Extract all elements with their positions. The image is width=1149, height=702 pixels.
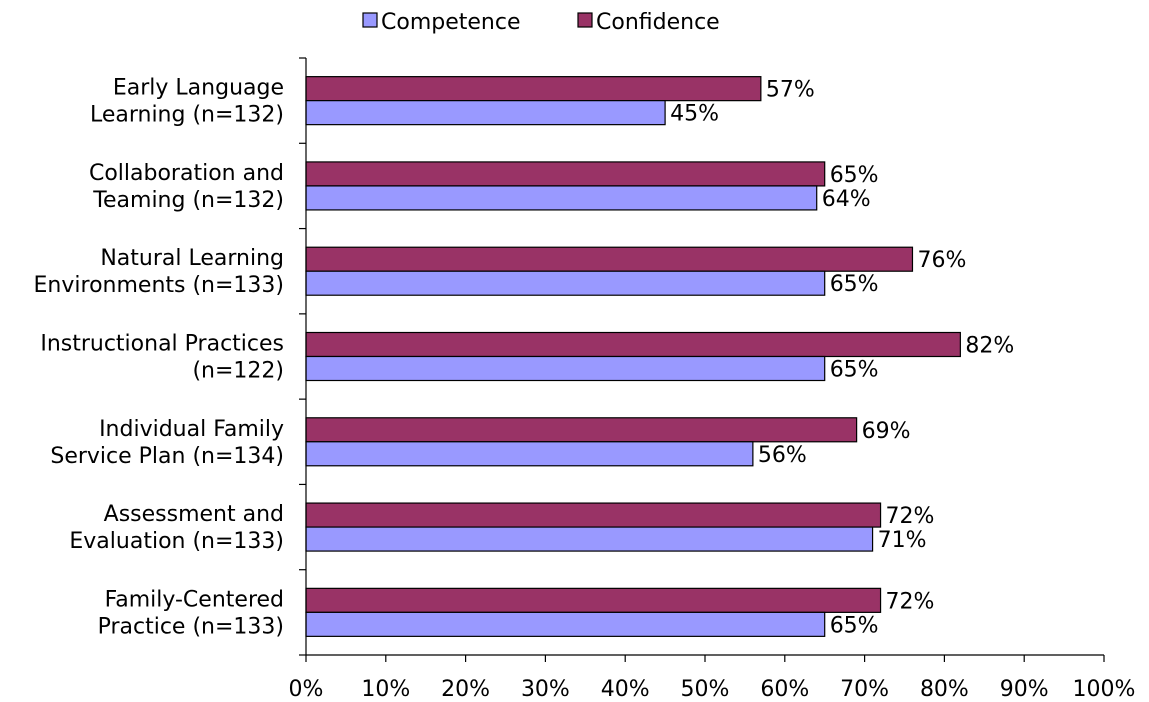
category-label-2: Natural Learning Environments (n=133) xyxy=(34,246,284,298)
x-tick-label-7: 70% xyxy=(840,677,889,702)
bar-competence-6 xyxy=(305,611,826,637)
bar-competence-4 xyxy=(305,441,754,467)
x-tick-label-3: 30% xyxy=(521,677,570,702)
bar-confidence-1 xyxy=(305,161,826,187)
data-label-competence-2: 65% xyxy=(830,272,879,297)
bar-competence-3 xyxy=(305,355,826,382)
category-label-3: Instructional Practices (n=122) xyxy=(40,332,284,384)
data-label-confidence-4: 69% xyxy=(862,419,911,444)
data-label-confidence-0: 57% xyxy=(766,78,815,103)
data-label-confidence-1: 65% xyxy=(830,163,879,188)
bar-confidence-3 xyxy=(305,331,961,358)
legend-label-competence: Competence xyxy=(381,10,521,35)
chart-bars xyxy=(305,76,961,637)
x-tick-label-6: 60% xyxy=(760,677,809,702)
data-label-confidence-6: 72% xyxy=(886,589,935,614)
category-label-1: Collaboration and Teaming (n=132) xyxy=(89,161,284,213)
bar-competence-2 xyxy=(305,270,826,296)
bar-competence-0 xyxy=(305,100,666,126)
x-tick-label-2: 20% xyxy=(441,677,490,702)
x-tick-label-8: 80% xyxy=(920,677,969,702)
x-tick-label-9: 90% xyxy=(1000,677,1049,702)
legend-label-confidence: Confidence xyxy=(596,10,720,35)
x-tick-label-5: 50% xyxy=(681,677,730,702)
category-label-6: Family-Centered Practice (n=133) xyxy=(98,587,284,639)
bar-confidence-2 xyxy=(305,246,914,272)
bar-confidence-4 xyxy=(305,417,858,443)
bar-competence-1 xyxy=(305,185,818,211)
x-tick-label-0: 0% xyxy=(289,677,324,702)
chart-labels: 57%45%Early Language Learning (n=132)65%6… xyxy=(34,76,1015,640)
data-label-competence-3: 65% xyxy=(830,358,879,383)
data-label-competence-4: 56% xyxy=(758,443,807,468)
category-label-4: Individual Family Service Plan (n=134) xyxy=(50,417,284,469)
data-label-competence-5: 71% xyxy=(878,528,927,553)
bar-confidence-6 xyxy=(305,587,882,613)
bar-competence-5 xyxy=(305,526,874,552)
x-tick-label-10: 100% xyxy=(1073,677,1136,702)
data-label-confidence-5: 72% xyxy=(886,504,935,529)
x-tick-label-1: 10% xyxy=(361,677,410,702)
chart-axes: 0% 10% 20% 30% 40% 50% 60% 70% 80% 90% 100% xyxy=(289,57,1136,702)
category-label-5: Assessment and Evaluation (n=133) xyxy=(69,502,284,554)
data-label-confidence-3: 82% xyxy=(965,334,1014,359)
category-label-0: Early Language Learning (n=132) xyxy=(90,76,284,128)
bar-confidence-0 xyxy=(305,76,762,102)
data-label-competence-1: 64% xyxy=(822,187,871,212)
legend-swatch-confidence xyxy=(577,12,593,28)
chart-legend: Competence Confidence xyxy=(362,10,720,35)
x-tick-label-4: 40% xyxy=(601,677,650,702)
data-label-competence-0: 45% xyxy=(670,102,719,127)
legend-swatch-competence xyxy=(362,12,378,28)
data-label-confidence-2: 76% xyxy=(917,248,966,273)
data-label-competence-6: 65% xyxy=(830,613,879,638)
bar-confidence-5 xyxy=(305,502,882,528)
